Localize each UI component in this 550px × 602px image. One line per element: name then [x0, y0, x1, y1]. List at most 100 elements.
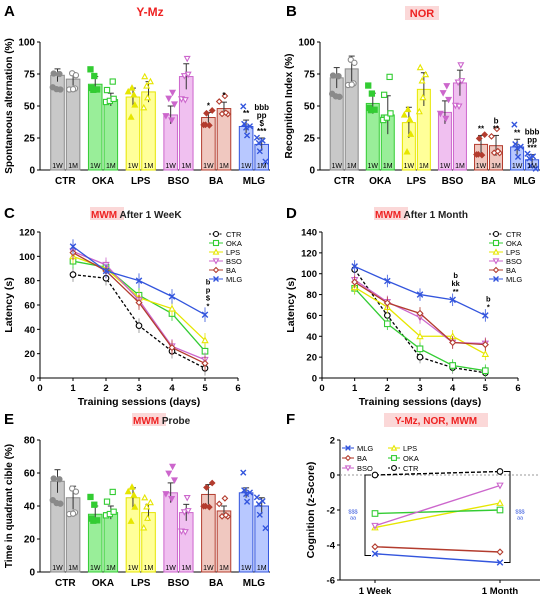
- data-point: [406, 115, 414, 122]
- data-point: [481, 367, 489, 375]
- bar-sublabel: 1M: [219, 565, 229, 572]
- legend-marker: [212, 230, 220, 238]
- data-point: [383, 299, 391, 307]
- data-point: [50, 70, 57, 77]
- data-point: [383, 320, 391, 328]
- legend-marker: [345, 445, 351, 451]
- data-point: [169, 463, 177, 471]
- panel-title-f-bg: [384, 413, 488, 427]
- data-point: [110, 508, 117, 515]
- data-point: [168, 304, 176, 312]
- data-point: [69, 271, 77, 278]
- legend-label: LPS: [403, 444, 417, 453]
- data-point: [141, 493, 149, 501]
- data-point: [93, 86, 101, 93]
- bar-sublabel: 1W: [440, 163, 451, 170]
- data-point: [496, 506, 504, 514]
- panel-title-c-b: After 1 WeeK: [117, 210, 182, 221]
- data-point: [215, 98, 223, 105]
- data-point: [496, 499, 504, 506]
- data-point: [514, 145, 521, 152]
- bar-sublabel: 1W: [241, 565, 252, 572]
- y-tick-label: 75: [24, 70, 36, 81]
- y-tick-label: 100: [301, 269, 317, 280]
- legend-label: OKA: [403, 454, 419, 463]
- data-point: [180, 73, 188, 80]
- data-point: [200, 121, 208, 129]
- data-point: [140, 103, 148, 111]
- chart-e: 0 20 40 60 80 CTR 1W 1M OKA 1W 1M LPS 1W 1M BSO 1W 1M BA 1…: [4, 436, 270, 589]
- data-point: [529, 153, 537, 160]
- data-point: [50, 475, 57, 482]
- data-point: [241, 120, 248, 127]
- bar-sublabel: 1W: [90, 163, 101, 170]
- data-point: [57, 86, 64, 93]
- data-point: [436, 110, 444, 118]
- data-point: [135, 322, 143, 330]
- data-point: [87, 66, 94, 73]
- data-point: [458, 78, 466, 85]
- data-point: [181, 529, 189, 536]
- y-tick-label: 80: [24, 436, 36, 447]
- y-tick-label: 25: [304, 134, 316, 145]
- bar-sublabel: 1M: [455, 163, 465, 170]
- legend-marker: [213, 276, 219, 282]
- legend-label: BA: [226, 266, 236, 275]
- panel-letter-e: E: [4, 411, 14, 428]
- data-point: [69, 243, 77, 250]
- bar-sublabel: 1W: [128, 163, 139, 170]
- bar-sublabel: 1W: [90, 565, 101, 572]
- bar: [103, 512, 119, 573]
- data-point: [72, 72, 80, 79]
- y-axis-label: Latency (s): [285, 277, 297, 332]
- data-point: [403, 147, 411, 155]
- data-point: [439, 90, 447, 97]
- y-tick-label: 50: [24, 102, 36, 113]
- legend-marker: [212, 258, 220, 265]
- series-line: [374, 546, 501, 553]
- data-point: [143, 502, 151, 510]
- panel-title-d-a: MWM: [375, 210, 401, 221]
- legend-label: OKA: [226, 239, 242, 248]
- data-point: [365, 82, 372, 89]
- panel-title-c-bg: [90, 207, 124, 220]
- y-tick-label: 120: [19, 228, 35, 239]
- data-point: [109, 78, 116, 85]
- data-point: [532, 165, 539, 172]
- x-tick-label: 4: [169, 383, 175, 394]
- legend-label: CTR: [506, 230, 522, 239]
- x-category-label: OKA: [369, 176, 391, 187]
- data-point: [253, 134, 261, 141]
- y-tick-label: 60: [306, 311, 317, 322]
- data-point: [144, 93, 152, 101]
- legend-marker: [212, 248, 220, 255]
- data-point: [443, 83, 451, 90]
- data-point: [205, 121, 213, 129]
- y-axis-label: Latency (s): [3, 277, 15, 332]
- significance-label: b: [206, 278, 211, 287]
- legend-marker: [212, 266, 220, 274]
- y-axis-label: Time in quadrant cible (%): [4, 444, 15, 568]
- y-tick-label: 120: [301, 248, 317, 259]
- y-tick-label: 100: [298, 38, 315, 49]
- data-point: [517, 143, 524, 150]
- x-tick-label: 4: [450, 383, 456, 394]
- x-tick-label: 0: [37, 383, 42, 394]
- data-point: [454, 79, 462, 87]
- data-point: [449, 296, 456, 304]
- data-point: [488, 132, 495, 140]
- significance-label: **: [514, 128, 521, 137]
- data-point: [200, 502, 208, 510]
- data-point: [386, 73, 393, 81]
- data-point: [335, 73, 342, 80]
- y-tick-label: -6: [327, 576, 335, 587]
- data-point: [201, 359, 209, 367]
- bar-sublabel: 1W: [241, 163, 252, 170]
- series-line: [374, 484, 501, 527]
- x-tick-label: 1 Week: [359, 586, 392, 597]
- data-point: [511, 121, 518, 128]
- data-point: [168, 293, 176, 300]
- data-point: [140, 523, 148, 531]
- panel-title-d: MWM After 1 Month: [375, 210, 468, 221]
- bar-sublabel: 1M: [181, 163, 191, 170]
